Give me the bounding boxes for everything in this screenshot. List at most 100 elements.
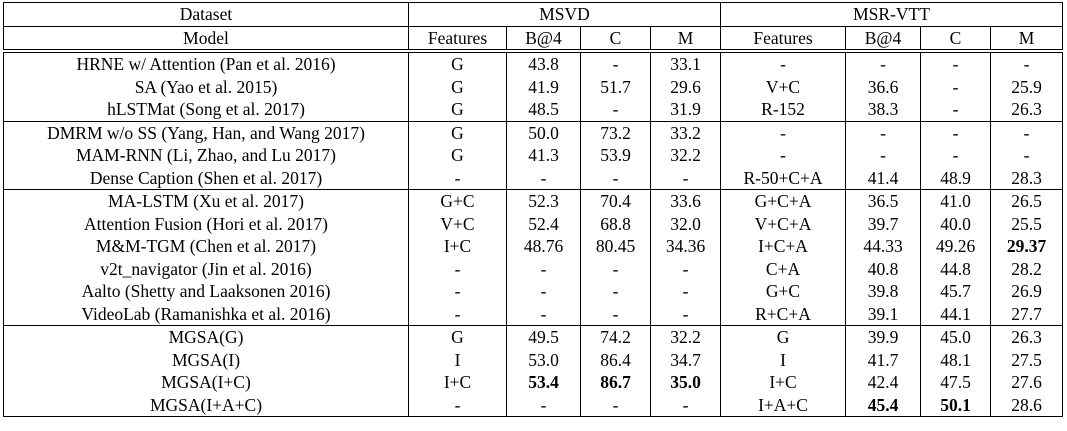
cell: 44.1 <box>920 302 992 326</box>
cell: 27.6 <box>990 371 1064 394</box>
row-group: HRNE w/ Attention (Pan et al. 2016) G 43.8… <box>3 51 1064 121</box>
cell: 33.2 <box>649 121 722 144</box>
cell: V+C <box>408 212 507 235</box>
cell: - <box>920 75 992 98</box>
cell: - <box>408 280 507 303</box>
cell: MGSA(G) <box>3 325 409 349</box>
cell: R-152 <box>720 98 847 121</box>
cell: 39.9 <box>845 325 922 349</box>
header-cell: Features <box>408 26 507 53</box>
row-group: MA-LSTM (Xu et al. 2017) G+C 52.3 70.4 33.6 G… <box>3 189 1064 326</box>
cell: MAM-RNN (Li, Zhao, and Lu 2017) <box>3 144 409 167</box>
cell: - <box>649 393 722 417</box>
cell: G <box>408 121 507 144</box>
cell: MA-LSTM (Xu et al. 2017) <box>3 189 409 213</box>
bold-value: 50.1 <box>940 394 971 415</box>
bold-value: 35.0 <box>670 372 701 393</box>
header-cell: C <box>920 26 992 53</box>
cell: - <box>920 51 992 76</box>
cell: 28.2 <box>990 257 1064 280</box>
cell: Aalto (Shetty and Laaksonen 2016) <box>3 280 409 303</box>
header-cell: Dataset <box>3 2 409 27</box>
cell: Attention Fusion (Hori et al. 2017) <box>3 212 409 235</box>
cell: 29.6 <box>649 75 722 98</box>
cell: 29.37 <box>990 235 1064 258</box>
row: MGSA(I+A+C) - - - - I+A+C 45.4 50.1 28.6 <box>3 393 1064 417</box>
cell: 41.4 <box>845 166 922 190</box>
row: MGSA(I) I 53.0 86.4 34.7 I 41.7 48.1 27.5 <box>3 348 1064 371</box>
cell: I+C+A <box>720 235 847 258</box>
cell: - <box>845 121 922 144</box>
cell: - <box>649 257 722 280</box>
cell: 40.8 <box>845 257 922 280</box>
cell: 45.0 <box>920 325 992 349</box>
cell: - <box>506 302 581 326</box>
cell: 47.5 <box>920 371 992 394</box>
cell: - <box>720 51 847 76</box>
cell: 32.2 <box>649 144 722 167</box>
bold-value: 45.4 <box>867 394 899 415</box>
cell: 27.7 <box>990 302 1064 326</box>
cell: 40.0 <box>920 212 992 235</box>
row: MGSA(G) G 49.5 74.2 32.2 G 39.9 45.0 26.3 <box>3 325 1064 349</box>
row: SA (Yao et al. 2015) G 41.9 51.7 29.6 V+C 36.6… <box>3 75 1064 98</box>
cell: G <box>408 144 507 167</box>
cell: 74.2 <box>580 325 651 349</box>
cell: 28.3 <box>990 166 1064 190</box>
cell: 45.7 <box>920 280 992 303</box>
cell: 53.9 <box>580 144 651 167</box>
row: MAM-RNN (Li, Zhao, and Lu 2017) G 41.3 53.9… <box>3 144 1064 167</box>
cell: - <box>506 257 581 280</box>
cell: - <box>580 257 651 280</box>
cell: V+C <box>720 75 847 98</box>
cell: v2t_navigator (Jin et al. 2016) <box>3 257 409 280</box>
cell: 25.5 <box>990 212 1064 235</box>
cell: G <box>408 325 507 349</box>
cell: HRNE w/ Attention (Pan et al. 2016) <box>3 51 409 76</box>
cell: 32.2 <box>649 325 722 349</box>
cell: 34.36 <box>649 235 722 258</box>
bold-value: 29.37 <box>1006 236 1047 257</box>
cell: 41.3 <box>506 144 581 167</box>
header-row: Dataset MSVD MSR-VTT <box>3 2 1064 27</box>
cell: 39.7 <box>845 212 922 235</box>
cell: 27.5 <box>990 348 1064 371</box>
row: Aalto (Shetty and Laaksonen 2016) - - - - G+C… <box>3 280 1064 303</box>
cell: - <box>408 393 507 417</box>
cell: SA (Yao et al. 2015) <box>3 75 409 98</box>
cell: - <box>920 144 992 167</box>
cell: 41.9 <box>506 75 581 98</box>
cell: 45.4 <box>845 393 922 417</box>
row: M&M-TGM (Chen et al. 2017) I+C 48.76 80.45 3… <box>3 235 1064 258</box>
cell: 41.7 <box>845 348 922 371</box>
cell: hLSTMat (Song et al. 2017) <box>3 98 409 121</box>
header-cell: M <box>990 26 1064 53</box>
row: hLSTMat (Song et al. 2017) G 48.5-31.9 R-15… <box>3 98 1064 121</box>
cell: 49.5 <box>506 325 581 349</box>
bold-value: 53.4 <box>528 372 559 393</box>
cell: - <box>580 393 651 417</box>
cell: 25.9 <box>990 75 1064 98</box>
cell: DMRM w/o SS (Yang, Han, and Wang 2017) <box>3 121 409 144</box>
cell: 26.5 <box>990 189 1064 213</box>
header-cell: MSVD <box>407 2 722 27</box>
cell: 41.0 <box>920 189 992 213</box>
cell: 26.9 <box>990 280 1064 303</box>
cell: - <box>580 280 651 303</box>
cell: - <box>580 302 651 326</box>
cell: - <box>506 280 581 303</box>
cell: I+C <box>408 371 507 394</box>
cell: - <box>845 144 922 167</box>
row: VideoLab (Ramanishka et al. 2016) - - - - R+C… <box>3 302 1064 326</box>
row: Dense Caption (Shen et al. 2017) - - - - R-50… <box>3 166 1064 190</box>
row: MA-LSTM (Xu et al. 2017) G+C 52.3 70.4 33.6 G… <box>3 189 1064 213</box>
cell: R+C+A <box>720 302 847 326</box>
row: v2t_navigator (Jin et al. 2016) - - - - C+A 40… <box>3 257 1064 280</box>
cell: 31.9 <box>649 98 722 121</box>
cell: M&M-TGM (Chen et al. 2017) <box>3 235 409 258</box>
header-cell: M <box>649 26 722 53</box>
row: HRNE w/ Attention (Pan et al. 2016) G 43.8… <box>3 51 1064 76</box>
cell: - <box>920 98 992 121</box>
cell: - <box>506 393 581 417</box>
cell: 52.4 <box>506 212 581 235</box>
